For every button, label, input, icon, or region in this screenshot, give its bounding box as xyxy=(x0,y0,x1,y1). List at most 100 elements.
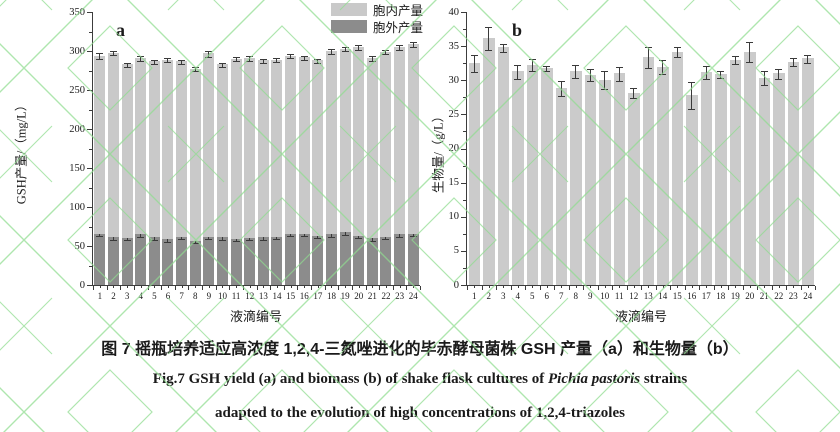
x-axis-minor-tick xyxy=(488,286,490,288)
species-name: Pichia pastoris xyxy=(547,371,641,387)
bar-生物量 xyxy=(758,77,770,285)
bar-生物量 xyxy=(802,58,814,285)
y-axis-tick xyxy=(461,216,466,218)
bar-生物量 xyxy=(512,71,524,285)
x-axis-minor-tick xyxy=(604,286,606,288)
x-axis-tick xyxy=(786,286,787,290)
error-bar xyxy=(804,54,812,64)
x-axis-tick xyxy=(597,286,599,290)
error-bar xyxy=(485,27,493,51)
caption-chinese: 图 7 摇瓶培养适应高浓度 1,2,4-三氮唑进化的毕赤酵母菌株 GSH 产量（… xyxy=(101,341,739,358)
caption-en-pre: Fig.7 GSH yield (a) and biomass (b) of s… xyxy=(152,371,548,387)
x-axis-title-a: 液滴编号 xyxy=(229,309,282,324)
bar-生物量 xyxy=(642,57,654,285)
y-axis-minor-tick xyxy=(463,199,466,201)
error-bar xyxy=(615,66,623,83)
x-axis-tick xyxy=(554,286,555,290)
bar-生物量 xyxy=(555,87,567,285)
error-bar xyxy=(586,69,594,83)
x-axis-minor-tick xyxy=(778,286,780,288)
error-bar xyxy=(673,47,681,58)
bar-生物量 xyxy=(700,72,712,285)
x-tick-label: 24 xyxy=(803,291,813,301)
x-axis-minor-tick xyxy=(633,286,635,288)
x-axis-minor-tick xyxy=(735,286,737,288)
panel-label-b: b xyxy=(512,20,523,40)
panel-label-a: a xyxy=(116,20,125,40)
x-axis-tick xyxy=(496,286,497,290)
y-axis-minor-tick xyxy=(463,29,466,31)
error-bar xyxy=(688,81,696,110)
y-axis-minor-tick xyxy=(463,267,466,269)
x-axis-minor-tick xyxy=(503,286,505,288)
error-bar xyxy=(746,42,754,64)
x-axis-tick xyxy=(742,286,744,290)
x-axis-minor-tick xyxy=(677,286,679,288)
x-axis-tick xyxy=(699,286,700,290)
x-axis-minor-tick xyxy=(793,286,795,288)
y-axis-minor-tick xyxy=(463,131,466,133)
x-axis-minor-tick xyxy=(749,286,751,288)
x-axis-minor-tick xyxy=(720,286,722,288)
error-bar xyxy=(630,88,638,99)
error-bar xyxy=(543,65,551,72)
extracellular-swatch xyxy=(331,20,367,33)
error-bar xyxy=(775,68,783,81)
x-axis-minor-tick xyxy=(648,286,650,288)
error-bar xyxy=(789,58,797,68)
y-axis-tick xyxy=(461,80,466,82)
error-bar xyxy=(601,71,609,90)
error-bar xyxy=(760,70,768,87)
y-axis-tick xyxy=(461,148,466,150)
x-axis-minor-tick xyxy=(807,286,809,288)
intracellular-swatch xyxy=(331,3,367,16)
x-axis-tick xyxy=(467,286,468,290)
bar-生物量 xyxy=(628,92,640,285)
x-axis-tick xyxy=(481,286,483,290)
bar-生物量 xyxy=(468,63,480,285)
legend: 胞内产量 胞外产量 xyxy=(331,2,424,35)
y-axis-tick xyxy=(461,12,466,13)
y-axis xyxy=(466,12,467,286)
y-axis-title-gsh: GSH产量/（mg/L） xyxy=(14,98,29,205)
x-axis-tick xyxy=(757,286,758,290)
x-axis-tick xyxy=(510,286,512,290)
bar-生物量 xyxy=(744,51,756,285)
x-axis-tick xyxy=(800,286,802,290)
caption-english-line2: adapted to the evolution of high concent… xyxy=(215,405,625,421)
x-axis-minor-tick xyxy=(474,286,476,288)
bar-生物量 xyxy=(686,94,698,285)
x-axis-minor-tick xyxy=(517,286,519,288)
error-bar xyxy=(702,65,710,81)
x-axis-tick xyxy=(771,286,773,290)
x-axis-minor-tick xyxy=(619,286,621,288)
y-axis-tick xyxy=(461,46,466,48)
x-axis-minor-tick xyxy=(546,286,548,288)
x-axis-tick xyxy=(728,286,729,290)
legend-label-extracellular: 胞外产量 xyxy=(373,21,424,35)
error-bar xyxy=(572,64,580,79)
x-axis-minor-tick xyxy=(575,286,577,288)
error-bar xyxy=(644,47,652,69)
bar-生物量 xyxy=(497,47,509,285)
x-axis-minor-tick xyxy=(532,286,534,288)
error-bar xyxy=(514,65,522,80)
x-axis-tick xyxy=(568,286,570,290)
error-bar xyxy=(659,60,667,75)
x-axis-tick xyxy=(815,286,816,290)
x-axis-tick xyxy=(641,286,642,290)
x-axis-tick xyxy=(655,286,657,290)
x-axis-tick xyxy=(539,286,541,290)
x-axis-tick xyxy=(626,286,628,290)
y-axis-tick xyxy=(461,182,466,184)
bar-生物量 xyxy=(729,59,741,285)
y-tick-label: 40 xyxy=(448,6,460,18)
x-axis-minor-tick xyxy=(662,286,664,288)
error-bar xyxy=(528,59,536,72)
x-axis-title-b: 液滴编号 xyxy=(614,309,667,324)
bar-生物量 xyxy=(483,37,495,285)
y-axis-minor-tick xyxy=(463,97,466,99)
bar-生物量 xyxy=(526,64,538,285)
